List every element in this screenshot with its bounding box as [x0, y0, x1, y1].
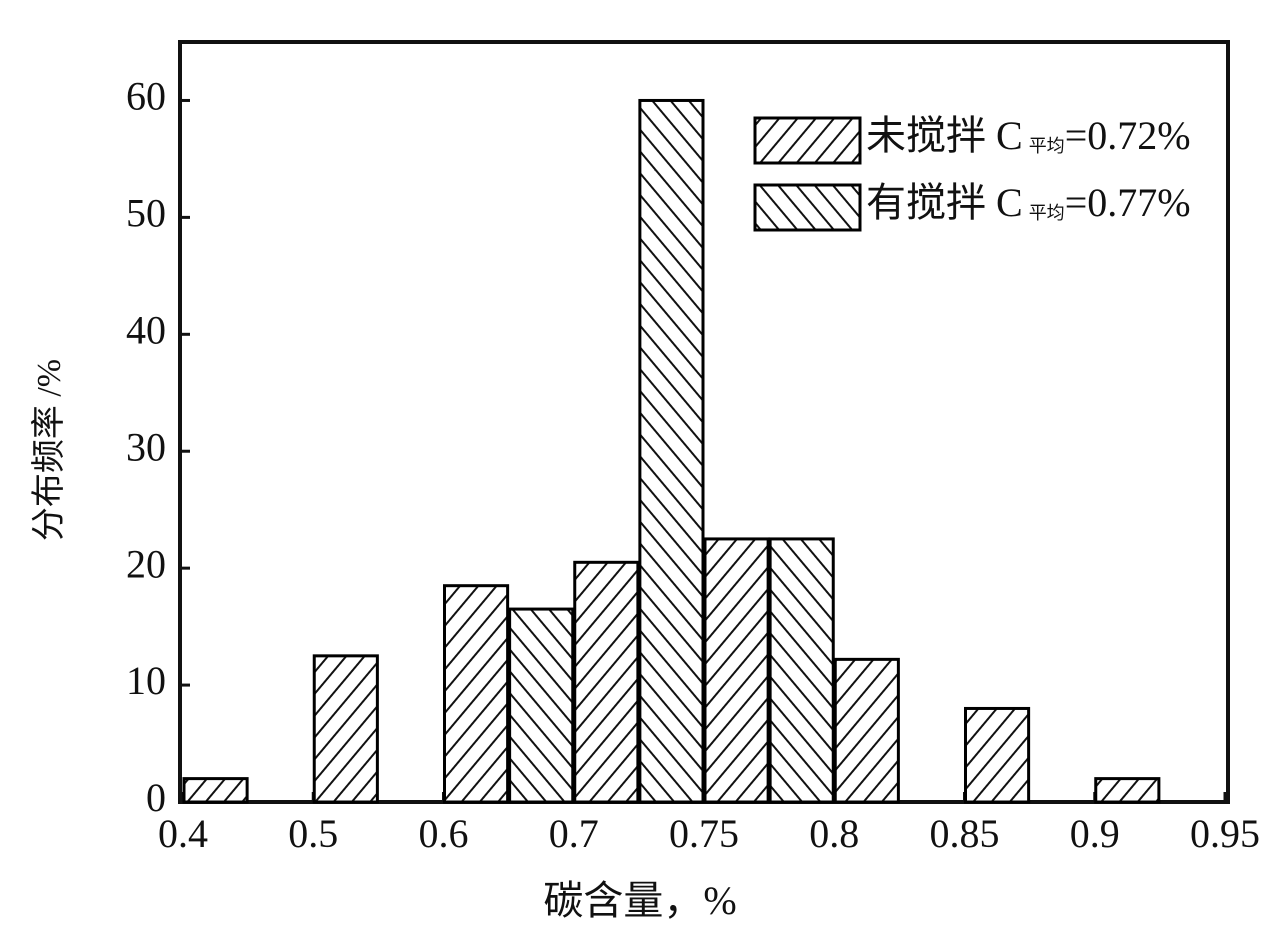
bar — [964, 706, 1031, 804]
legend-name: 有搅拌 — [866, 180, 986, 225]
x-tick-label: 0.4 — [158, 811, 208, 856]
bar — [638, 98, 705, 804]
x-tick-label: 0.7 — [549, 811, 599, 856]
legend-label: 有搅拌 C 平均=0.77% — [866, 180, 1191, 225]
y-tick-label: 10 — [126, 658, 166, 703]
y-tick-label: 60 — [126, 74, 166, 119]
legend-mean: =0.72% — [1065, 113, 1191, 158]
x-tick-label: 0.6 — [419, 811, 469, 856]
y-axis-label: 分布频率 /% — [30, 359, 68, 541]
bar — [573, 560, 640, 804]
bar — [833, 657, 900, 804]
bar — [182, 777, 249, 804]
x-tick-label: 0.95 — [1190, 811, 1260, 856]
legend-mean: =0.77% — [1065, 180, 1191, 225]
legend-swatch — [753, 116, 862, 165]
y-tick-label: 30 — [126, 424, 166, 469]
x-tick-label: 0.9 — [1070, 811, 1120, 856]
y-tick-label: 20 — [126, 541, 166, 586]
bar — [1094, 777, 1161, 804]
legend-subscript: 平均 — [1029, 136, 1065, 156]
legend-name: 未搅拌 — [866, 113, 986, 158]
x-tick-label: 0.75 — [669, 811, 739, 856]
y-tick-label: 50 — [126, 191, 166, 236]
x-tick-label: 0.5 — [288, 811, 338, 856]
legend-symbol: C — [996, 180, 1023, 225]
y-tick-label: 40 — [126, 307, 166, 352]
bar — [508, 607, 575, 804]
legend-swatch — [753, 183, 862, 232]
bar — [312, 654, 379, 804]
y-tick-label: 0 — [146, 775, 166, 820]
legend-subscript: 平均 — [1029, 203, 1065, 223]
x-tick-label: 0.85 — [930, 811, 1000, 856]
bar — [703, 537, 770, 804]
bar — [443, 584, 510, 804]
x-axis-label: 碳含量，% — [543, 878, 736, 923]
x-tick-label: 0.8 — [809, 811, 859, 856]
legend-label: 未搅拌 C 平均=0.72% — [866, 113, 1191, 158]
bar — [768, 537, 835, 804]
legend-symbol: C — [996, 113, 1023, 158]
